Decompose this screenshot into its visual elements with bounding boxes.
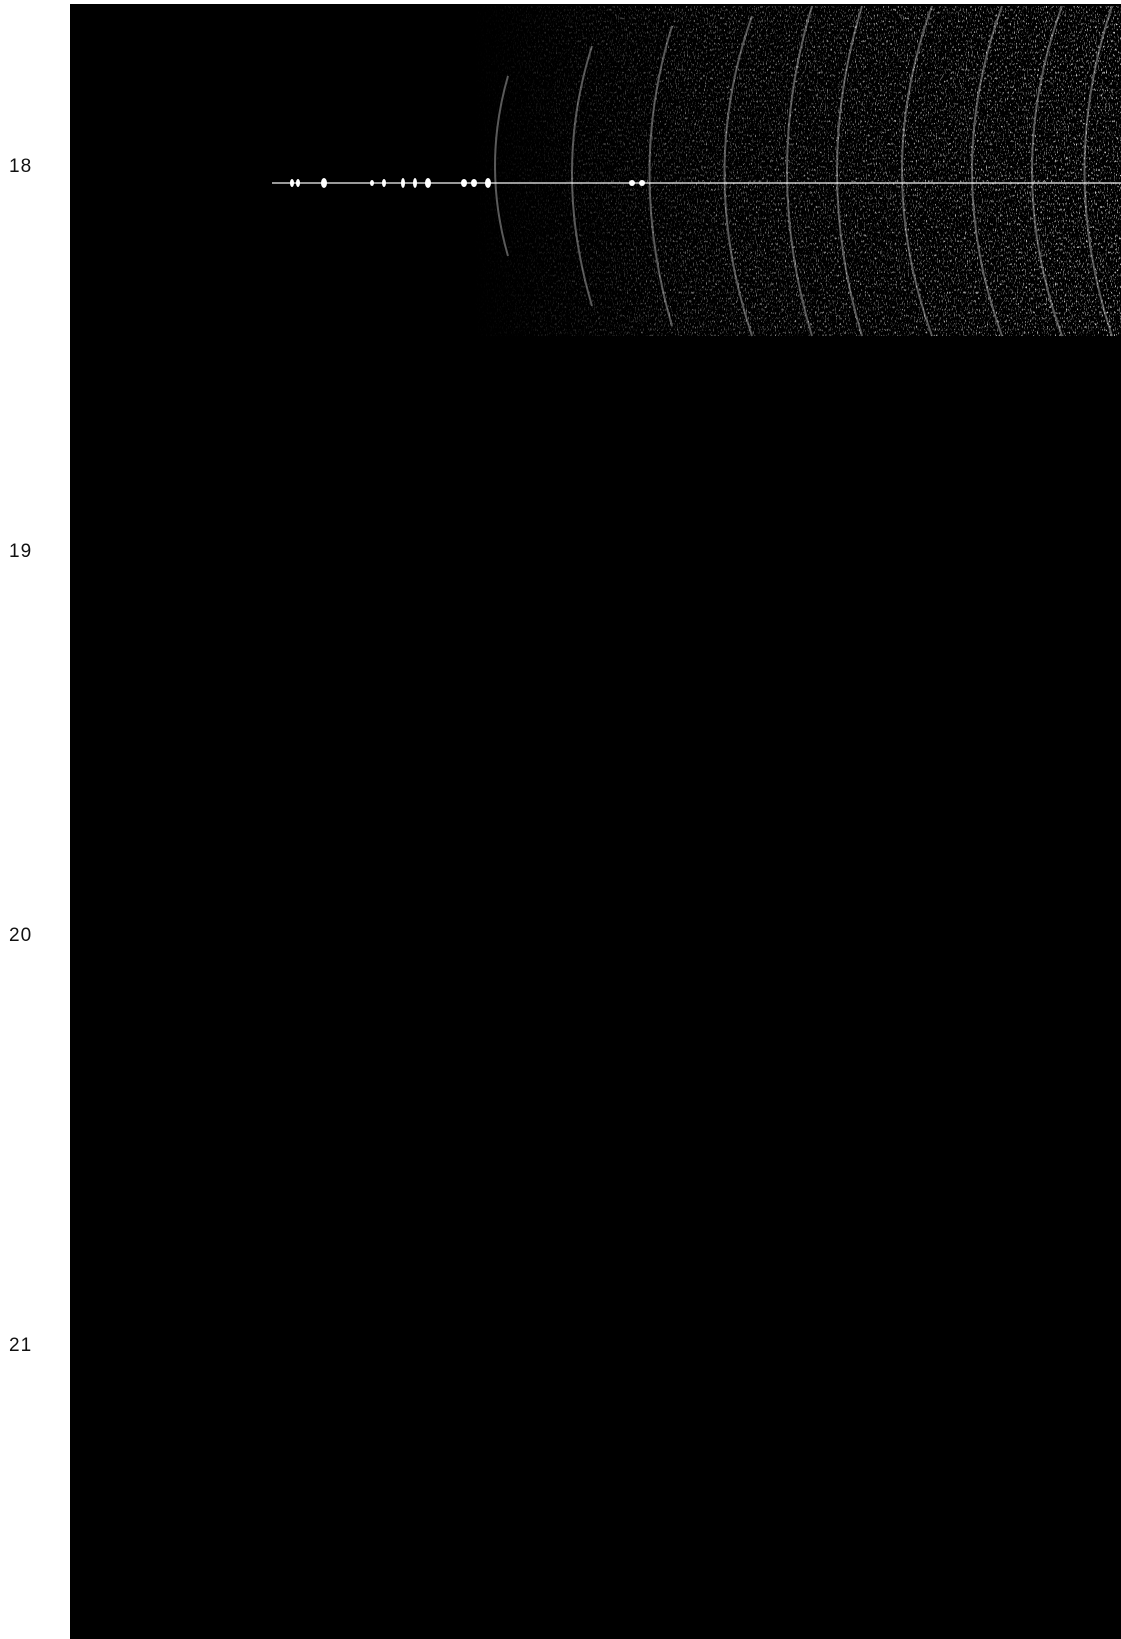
panel-label-21: 21 <box>9 1335 33 1356</box>
panel-label-20: 20 <box>9 925 33 946</box>
panel-label-18: 18 <box>9 156 33 177</box>
panel-label-19: 19 <box>9 541 33 562</box>
panel-18 <box>272 6 1121 337</box>
photographic-plate <box>70 4 1121 1639</box>
plate-image <box>272 6 1121 337</box>
